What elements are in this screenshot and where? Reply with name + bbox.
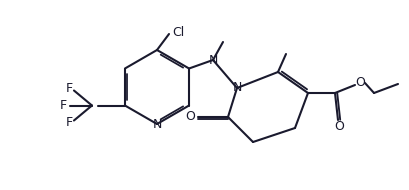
Text: Cl: Cl: [171, 25, 184, 39]
Text: N: N: [208, 54, 217, 66]
Text: F: F: [59, 99, 66, 112]
Text: O: O: [354, 77, 364, 89]
Text: F: F: [65, 82, 72, 95]
Text: O: O: [333, 120, 343, 134]
Text: N: N: [232, 82, 241, 94]
Text: F: F: [65, 116, 72, 129]
Text: N: N: [152, 119, 161, 131]
Text: O: O: [184, 111, 194, 124]
